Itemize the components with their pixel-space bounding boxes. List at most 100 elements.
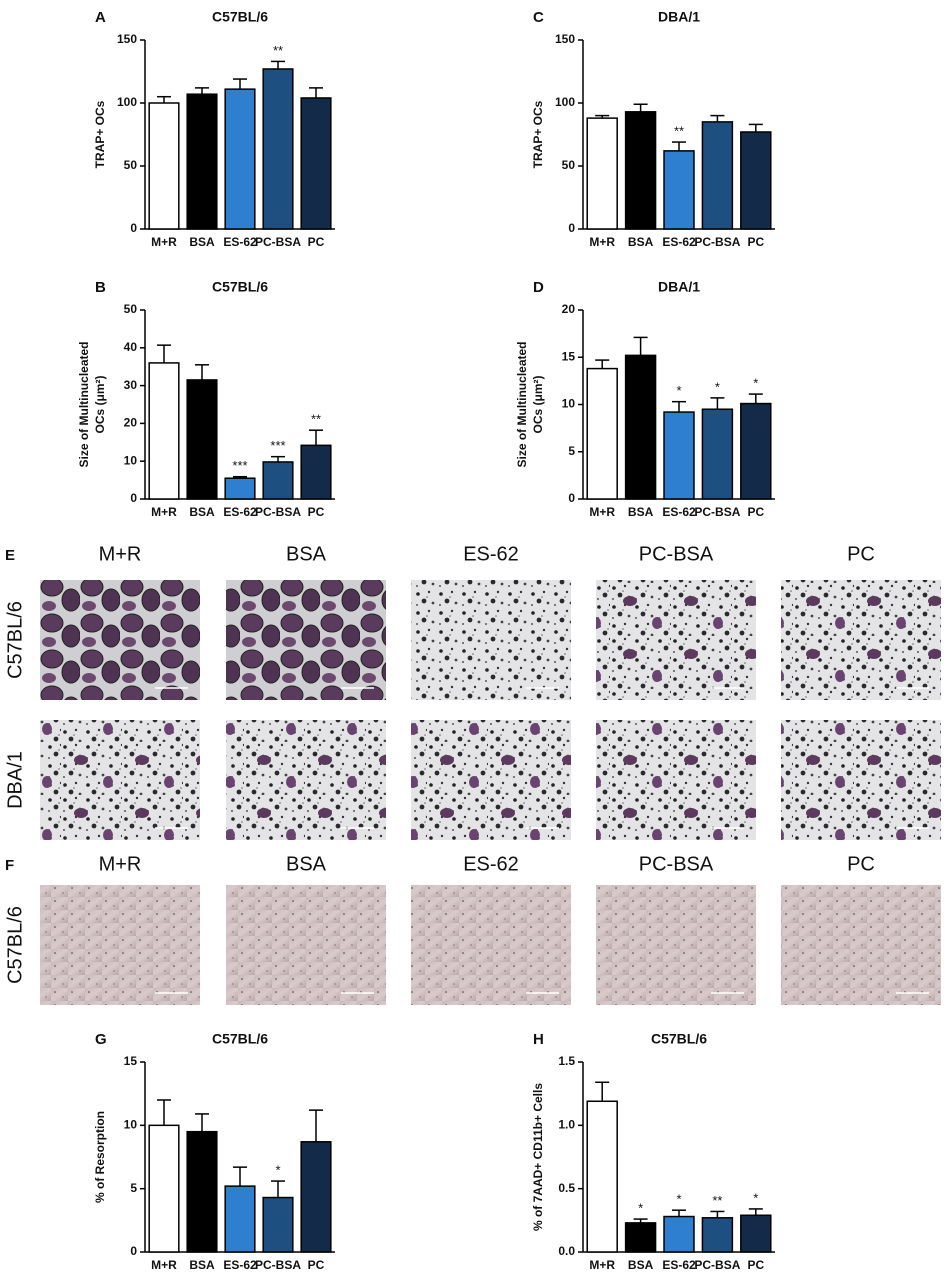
bar [148,102,180,230]
bar [624,111,657,230]
chart-title: DBA/1 [658,279,700,295]
y-axis-label: Size of Multinucleated [515,341,529,467]
micrograph [40,885,200,1005]
bar [224,88,256,230]
y-tick-label: 15 [124,1054,138,1068]
significance: ** [311,412,321,427]
bar [740,1214,772,1253]
y-tick-label: 10 [124,1118,138,1132]
x-tick-label: M+R [151,235,177,249]
x-tick-label: PC-BSA [255,1258,301,1272]
panel-letter: B [95,279,106,296]
micrograph [781,720,941,840]
micrograph [226,885,386,1005]
x-tick-label: PC [308,1258,325,1272]
bar [224,477,256,500]
significance: * [676,1192,681,1207]
x-tick-label: PC [308,505,325,519]
micrograph [781,580,941,700]
x-tick-label: ES-62 [662,505,696,519]
bar [262,461,294,500]
y-tick-label: 0.0 [558,1244,575,1258]
row-label: C57BL/6 [4,906,26,984]
panel-letter: A [95,9,106,26]
y-tick-label: 150 [117,32,137,46]
micrograph [596,720,756,840]
x-tick-label: PC-BSA [255,505,301,519]
y-tick-label: 1.0 [558,1118,575,1132]
bar [186,93,218,230]
y-tick-label: 5 [130,1181,137,1195]
y-tick-label: 50 [124,302,138,316]
significance: * [638,1201,643,1216]
significance: * [275,1163,280,1178]
bar [740,131,772,230]
x-tick-label: PC-BSA [255,235,301,249]
significance: * [676,383,681,398]
chart-title: C57BL/6 [212,279,268,295]
micrograph [411,885,571,1005]
bar [224,1185,256,1253]
column-label: PC-BSA [639,853,714,875]
panel-letter: G [95,1031,107,1048]
x-tick-label: ES-62 [662,235,696,249]
chart-title: C57BL/6 [212,9,268,25]
y-tick-label: 0.5 [558,1181,575,1195]
significance: * [753,1190,758,1205]
row-label: DBA/1 [4,751,26,809]
significance: ** [674,123,684,138]
y-tick-label: 5 [568,444,575,458]
y-tick-label: 20 [562,302,576,316]
x-tick-label: PC [747,505,764,519]
significance: *** [270,438,285,453]
bar [148,362,180,500]
y-tick-label: 0 [568,221,575,235]
column-label: M+R [99,853,142,875]
x-tick-label: M+R [151,505,177,519]
bar [740,402,772,500]
bar [701,408,734,500]
x-tick-label: BSA [189,235,215,249]
column-label: PC-BSA [639,543,714,565]
y-tick-label: 0 [130,221,137,235]
x-tick-label: PC-BSA [694,235,740,249]
y-axis-label: TRAP+ OCs [531,100,545,168]
column-label: ES-62 [463,543,519,565]
x-tick-label: PC [747,1258,764,1272]
x-tick-label: BSA [628,235,654,249]
y-axis-label: TRAP+ OCs [93,100,107,168]
micrograph [781,885,941,1005]
y-tick-label: 150 [555,32,575,46]
bar [300,1141,332,1253]
x-tick-label: M+R [589,235,615,249]
x-tick-label: BSA [189,1258,215,1272]
y-tick-label: 1.5 [558,1054,575,1068]
bar [663,150,695,230]
bar [701,1217,734,1253]
panel-letter: F [5,857,14,874]
micrograph [226,720,386,840]
bar [701,121,734,230]
bar [663,1215,695,1253]
x-tick-label: PC-BSA [694,1258,740,1272]
panel-letter: D [533,279,544,296]
x-tick-label: M+R [151,1258,177,1272]
significance: * [753,376,758,391]
chart-title: C57BL/6 [212,1031,268,1047]
column-label: BSA [286,543,327,565]
y-tick-label: 40 [124,340,138,354]
y-axis-label: OCs (μm²) [93,375,107,433]
y-tick-label: 0 [568,491,575,505]
x-tick-label: BSA [628,505,654,519]
x-tick-label: M+R [589,1258,615,1272]
panel-letter: H [533,1031,544,1048]
y-tick-label: 30 [124,378,138,392]
chart-title: C57BL/6 [651,1031,707,1047]
bar [586,117,618,230]
significance: *** [232,458,247,473]
y-tick-label: 20 [124,416,138,430]
x-tick-label: ES-62 [223,505,257,519]
significance: ** [712,1193,722,1208]
y-tick-label: 50 [124,158,138,172]
